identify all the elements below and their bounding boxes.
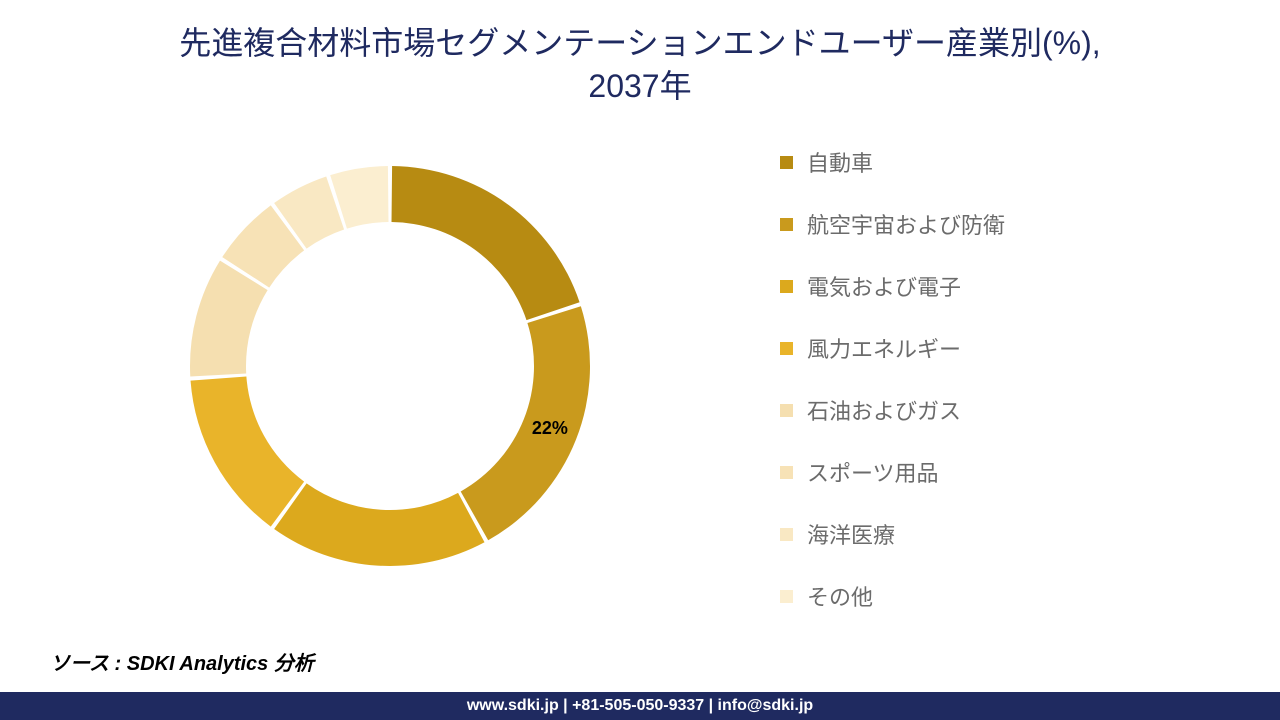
legend-label: 電気および電子	[807, 270, 961, 302]
segment-value-label: 22%	[532, 418, 568, 438]
legend-label: その他	[807, 580, 873, 612]
legend-swatch	[780, 218, 793, 231]
content-area: 22% 自動車航空宇宙および防衛電気および電子風力エネルギー石油およびガススポー…	[0, 116, 1280, 720]
donut-segment	[191, 377, 305, 527]
legend-label: 風力エネルギー	[807, 332, 961, 364]
legend-item: 航空宇宙および防衛	[780, 208, 1240, 240]
legend-swatch	[780, 342, 793, 355]
legend-item: 電気および電子	[780, 270, 1240, 302]
legend-label: 航空宇宙および防衛	[807, 208, 1005, 240]
title-line-1: 先進複合材料市場セグメンテーションエンドユーザー産業別(%),	[40, 22, 1240, 65]
legend-item: その他	[780, 580, 1240, 612]
footer-bar: www.sdki.jp | +81-505-050-9337 | info@sd…	[0, 692, 1280, 720]
donut-segment	[392, 166, 580, 320]
legend-item: 自動車	[780, 146, 1240, 178]
legend: 自動車航空宇宙および防衛電気および電子風力エネルギー石油およびガススポーツ用品海…	[740, 126, 1240, 642]
legend-label: スポーツ用品	[807, 456, 939, 488]
legend-swatch	[780, 590, 793, 603]
legend-label: 石油およびガス	[807, 394, 961, 426]
legend-swatch	[780, 466, 793, 479]
source-label: ソース : SDKI Analytics 分析	[50, 647, 314, 676]
donut-segment	[461, 307, 590, 541]
legend-item: 石油およびガス	[780, 394, 1240, 426]
title-line-2: 2037年	[40, 65, 1240, 108]
donut-chart: 22%	[40, 126, 740, 606]
legend-swatch	[780, 528, 793, 541]
legend-item: 風力エネルギー	[780, 332, 1240, 364]
footer-text: www.sdki.jp | +81-505-050-9337 | info@sd…	[467, 697, 813, 714]
chart-title: 先進複合材料市場セグメンテーションエンドユーザー産業別(%), 2037年	[0, 0, 1280, 116]
legend-swatch	[780, 156, 793, 169]
legend-item: 海洋医療	[780, 518, 1240, 550]
legend-label: 自動車	[807, 146, 873, 178]
legend-swatch	[780, 280, 793, 293]
legend-item: スポーツ用品	[780, 456, 1240, 488]
legend-swatch	[780, 404, 793, 417]
donut-segment	[274, 484, 484, 567]
legend-label: 海洋医療	[807, 518, 895, 550]
